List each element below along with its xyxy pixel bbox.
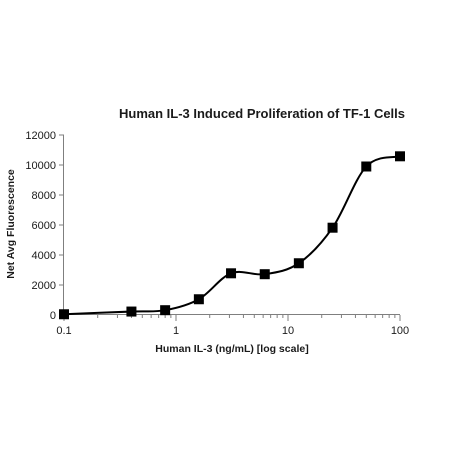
chart-title: Human IL-3 Induced Proliferation of TF-1… xyxy=(119,106,405,121)
data-point xyxy=(193,294,204,305)
y-axis-label: Net Avg Fluorescence xyxy=(5,169,17,279)
data-point xyxy=(160,305,171,316)
x-axis-ticks: 0.1 1 10 100 xyxy=(56,315,409,337)
data-point xyxy=(226,268,237,279)
y-tick-label: 2000 xyxy=(32,280,56,292)
y-tick-label: 12000 xyxy=(25,130,56,142)
data-point xyxy=(259,269,270,280)
data-point xyxy=(293,258,304,269)
data-point xyxy=(327,222,338,233)
x-tick-label: 0.1 xyxy=(56,325,71,337)
y-tick-label: 10000 xyxy=(25,160,56,172)
y-tick-label: 4000 xyxy=(32,250,56,262)
data-point xyxy=(126,306,137,317)
y-tick-label: 6000 xyxy=(32,220,56,232)
x-tick-label: 1 xyxy=(173,325,179,337)
series-line xyxy=(63,155,401,316)
y-axis-ticks: 0 2000 4000 6000 8000 10000 12000 xyxy=(25,130,64,322)
data-markers xyxy=(59,151,405,320)
x-tick-label: 10 xyxy=(282,325,294,337)
data-point xyxy=(395,151,405,162)
x-axis-label: Human IL-3 (ng/mL) [log scale] xyxy=(155,343,308,355)
y-tick-label: 0 xyxy=(50,310,56,322)
data-point xyxy=(361,161,372,172)
y-tick-label: 8000 xyxy=(32,190,56,202)
data-point xyxy=(59,309,69,320)
x-tick-label: 100 xyxy=(391,325,409,337)
